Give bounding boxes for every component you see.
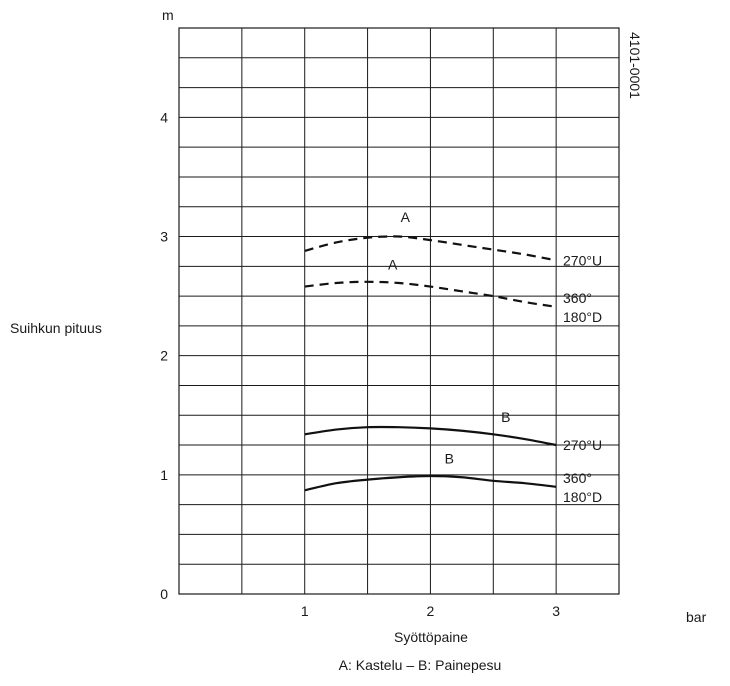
series-line xyxy=(304,235,557,262)
series-line xyxy=(304,474,557,492)
x-tick-label: 1 xyxy=(301,603,309,619)
y-axis-title: Suihkun pituus xyxy=(10,320,102,336)
y-tick-label: 4 xyxy=(160,109,168,125)
series-line xyxy=(304,280,557,308)
x-axis-title: Syöttöpaine xyxy=(394,629,468,645)
series-end-label: 180°D xyxy=(563,489,602,505)
plot-frame xyxy=(178,27,620,595)
series-layer xyxy=(304,235,557,492)
series-end-label: 270°U xyxy=(563,437,602,453)
series-end-label: 270°U xyxy=(563,252,602,268)
grid xyxy=(179,28,619,594)
x-tick-label: 2 xyxy=(427,603,435,619)
series-end-label: 360° xyxy=(563,290,592,306)
y-unit-label: m xyxy=(162,7,174,23)
x-tick-label: 3 xyxy=(552,603,560,619)
y-tick-label: 1 xyxy=(160,467,168,483)
label-layer: 0 1 2 3 4 1 2 3 A 270°U A 360° 180°D B 270°U B 360° 180°D xyxy=(160,109,602,619)
series-end-label: 180°D xyxy=(563,309,602,325)
curve-label: A xyxy=(388,257,398,273)
x-unit-label: bar xyxy=(686,609,707,625)
y-tick-label: 2 xyxy=(160,348,168,364)
figure-code: 4101-0001 xyxy=(627,32,643,99)
series-line xyxy=(304,425,557,447)
series-end-label: 360° xyxy=(563,470,592,486)
curve-label: B xyxy=(501,409,510,425)
curve-label: A xyxy=(401,209,411,225)
legend-caption: A: Kastelu – B: Painepesu xyxy=(339,657,502,673)
y-tick-label: 3 xyxy=(160,229,168,245)
y-tick-label: 0 xyxy=(160,586,168,602)
curve-label: B xyxy=(445,451,454,467)
